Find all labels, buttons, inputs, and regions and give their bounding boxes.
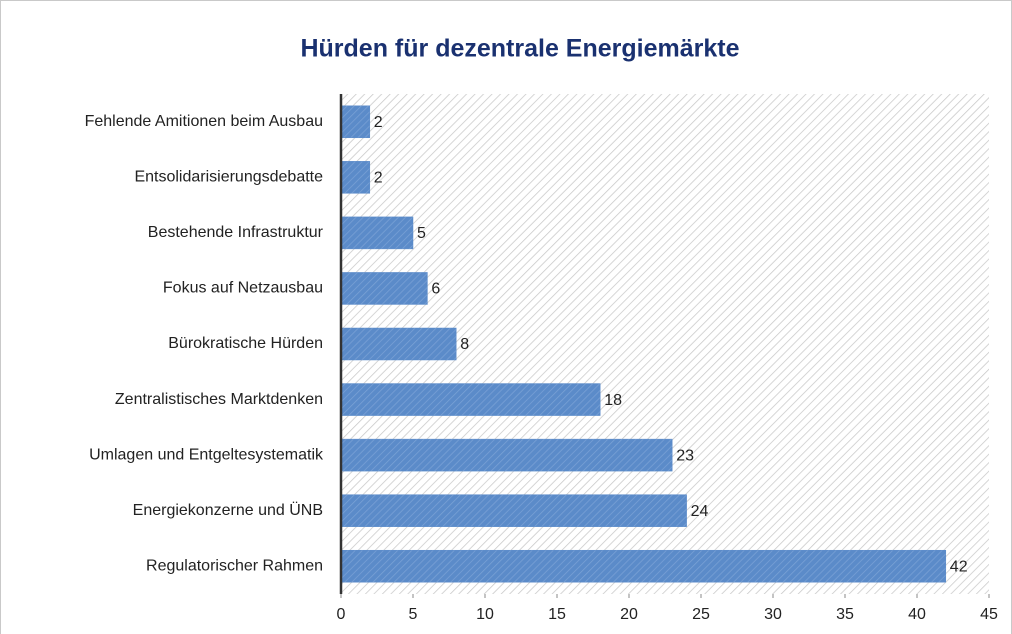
data-label: 24 xyxy=(691,503,709,520)
data-label: 42 xyxy=(950,558,968,575)
y-tick-label: Zentralistisches Marktdenken xyxy=(115,391,323,408)
y-tick-label: Umlagen und Entgeltesystematik xyxy=(89,446,324,463)
y-tick-label: Entsolidarisierungsdebatte xyxy=(134,169,323,186)
y-tick-label: Fokus auf Netzausbau xyxy=(163,280,323,297)
data-label: 2 xyxy=(374,114,383,131)
data-label: 2 xyxy=(374,170,383,187)
x-tick-label: 15 xyxy=(548,606,566,623)
data-label: 8 xyxy=(460,336,469,353)
bar xyxy=(340,216,414,250)
bar xyxy=(340,161,371,194)
x-tick-label: 10 xyxy=(476,606,494,623)
x-tick-label: 40 xyxy=(908,606,926,623)
x-tick-label: 45 xyxy=(980,606,998,623)
bar xyxy=(340,549,947,583)
x-tick-label: 20 xyxy=(620,606,638,623)
bar xyxy=(340,327,457,361)
y-tick-label: Energiekonzerne und ÜNB xyxy=(133,501,323,519)
x-tick-label: 30 xyxy=(764,606,782,623)
bar xyxy=(340,272,428,305)
x-tick-label: 0 xyxy=(337,606,346,623)
y-tick-label: Regulatorischer Rahmen xyxy=(146,557,323,574)
data-label: 18 xyxy=(604,392,622,409)
y-tick-label: Bürokratische Hürden xyxy=(168,335,323,352)
y-tick-label: Bestehende Infrastruktur xyxy=(148,224,324,241)
x-tick-label: 25 xyxy=(692,606,710,623)
data-label: 6 xyxy=(431,281,440,298)
bar xyxy=(340,438,673,472)
x-tick-label: 35 xyxy=(836,606,854,623)
bar xyxy=(340,105,371,139)
chart-title: Hürden für dezentrale Energiemärkte xyxy=(300,35,739,63)
x-tick-label: 5 xyxy=(409,606,418,623)
bar xyxy=(340,383,601,416)
data-label: 5 xyxy=(417,225,426,242)
data-label: 23 xyxy=(676,447,694,464)
bar xyxy=(340,494,687,527)
y-tick-label: Fehlende Amitionen beim Ausbau xyxy=(85,113,323,130)
